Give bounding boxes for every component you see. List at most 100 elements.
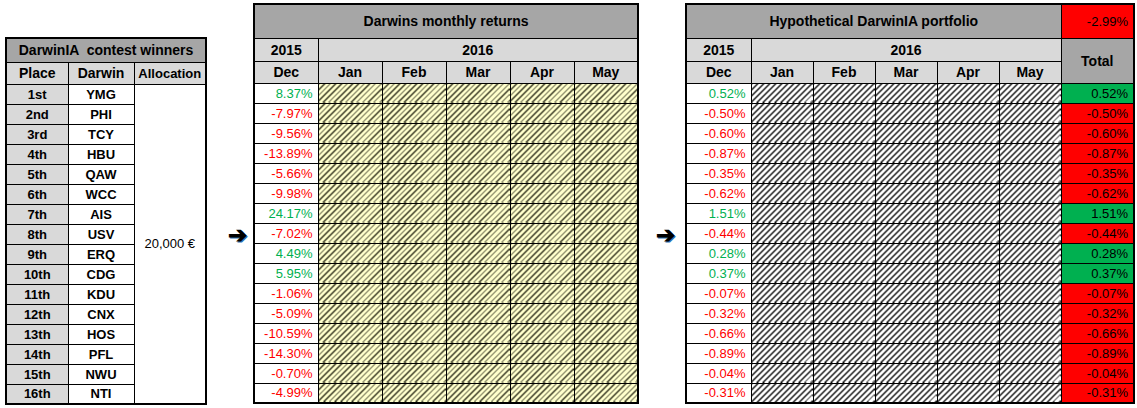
future-month-cell — [510, 303, 574, 323]
darwin-cell: ERQ — [68, 244, 134, 264]
future-month-cell — [751, 303, 813, 323]
future-month-cell — [510, 363, 574, 383]
future-month-cell — [875, 203, 937, 223]
dec-return-cell: 5.95% — [254, 263, 318, 283]
dec-portfolio-cell: -0.50% — [686, 103, 751, 123]
future-month-cell — [510, 83, 574, 103]
portfolio-row: 0.28%0.28% — [686, 243, 1134, 263]
future-month-cell — [510, 103, 574, 123]
winners-table: DarwinIA contest winners Place Darwin Al… — [5, 37, 207, 405]
dec-return-cell: -14.30% — [254, 343, 318, 363]
returns-row: -9.98% — [254, 183, 638, 203]
future-month-cell — [382, 183, 446, 203]
dec-return-cell: -9.56% — [254, 123, 318, 143]
dec-portfolio-cell: 0.28% — [686, 243, 751, 263]
future-month-cell — [751, 103, 813, 123]
future-month-cell — [510, 383, 574, 403]
future-month-cell — [382, 243, 446, 263]
returns-row: -5.66% — [254, 163, 638, 183]
year-2016-header: 2016 — [751, 38, 1061, 61]
future-month-cell — [999, 343, 1061, 363]
future-month-cell — [574, 183, 638, 203]
darwin-cell: CNX — [68, 304, 134, 324]
future-month-cell — [318, 123, 382, 143]
darwin-cell: PFL — [68, 344, 134, 364]
month-header-jan: Jan — [318, 61, 382, 83]
future-month-cell — [813, 83, 875, 103]
future-month-cell — [813, 323, 875, 343]
future-month-cell — [875, 243, 937, 263]
returns-row: -13.89% — [254, 143, 638, 163]
dec-portfolio-cell: -0.89% — [686, 343, 751, 363]
future-month-cell — [318, 263, 382, 283]
place-cell: 5th — [6, 164, 68, 184]
future-month-cell — [510, 163, 574, 183]
returns-row: -0.70% — [254, 363, 638, 383]
future-month-cell — [318, 343, 382, 363]
future-month-cell — [875, 343, 937, 363]
future-month-cell — [574, 343, 638, 363]
future-month-cell — [999, 323, 1061, 343]
future-month-cell — [875, 283, 937, 303]
portfolio-total-return-cell: -2.99% — [1061, 4, 1134, 38]
future-month-cell — [382, 203, 446, 223]
dec-return-cell: 24.17% — [254, 203, 318, 223]
allocation-cell: 20,000 € — [134, 84, 206, 404]
dec-portfolio-cell: -0.87% — [686, 143, 751, 163]
month-header-may: May — [999, 61, 1061, 83]
portfolio-row: -0.60%-0.60% — [686, 123, 1134, 143]
portfolio-title-row: Hypothetical DarwinIA portfolio -2.99% — [686, 4, 1134, 38]
returns-row: 8.37% — [254, 83, 638, 103]
future-month-cell — [999, 123, 1061, 143]
future-month-cell — [813, 183, 875, 203]
portfolio-row: 0.37% 0.37% — [686, 263, 1134, 283]
total-cell: -0.44% — [1061, 223, 1134, 243]
darwin-cell: TCY — [68, 124, 134, 144]
future-month-cell — [574, 223, 638, 243]
total-cell: -0.60% — [1061, 123, 1134, 143]
total-cell: -0.31% — [1061, 383, 1134, 403]
future-month-cell — [446, 323, 510, 343]
future-month-cell — [382, 123, 446, 143]
dec-portfolio-cell: -0.31% — [686, 383, 751, 403]
future-month-cell — [510, 243, 574, 263]
dec-portfolio-cell: 1.51% — [686, 203, 751, 223]
future-month-cell — [751, 203, 813, 223]
future-month-cell — [382, 163, 446, 183]
future-month-cell — [382, 263, 446, 283]
portfolio-year-row: 2015 2016 Total — [686, 38, 1134, 61]
future-month-cell — [999, 263, 1061, 283]
portfolio-row: -0.89%-0.89% — [686, 343, 1134, 363]
dec-portfolio-cell: -0.35% — [686, 163, 751, 183]
future-month-cell — [446, 83, 510, 103]
future-month-cell — [318, 363, 382, 383]
future-month-cell — [751, 383, 813, 403]
dec-portfolio-cell: 0.37% — [686, 263, 751, 283]
future-month-cell — [574, 143, 638, 163]
darwin-cell: WCC — [68, 184, 134, 204]
total-cell: 0.52% — [1061, 83, 1134, 103]
future-month-cell — [318, 223, 382, 243]
future-month-cell — [937, 223, 999, 243]
future-month-cell — [382, 383, 446, 403]
winners-title-row: DarwinIA contest winners — [6, 38, 206, 62]
future-month-cell — [937, 343, 999, 363]
future-month-cell — [751, 183, 813, 203]
winners-title: DarwinIA contest winners — [6, 38, 206, 62]
future-month-cell — [937, 243, 999, 263]
portfolio-row: 0.52%0.52% — [686, 83, 1134, 103]
future-month-cell — [937, 183, 999, 203]
total-cell: -0.62% — [1061, 183, 1134, 203]
future-month-cell — [446, 243, 510, 263]
future-month-cell — [751, 263, 813, 283]
future-month-cell — [937, 143, 999, 163]
total-cell: 0.37% — [1061, 263, 1134, 283]
future-month-cell — [751, 343, 813, 363]
dec-return-cell: -13.89% — [254, 143, 318, 163]
future-month-cell — [446, 203, 510, 223]
returns-row: -4.99% — [254, 383, 638, 403]
future-month-cell — [813, 303, 875, 323]
returns-year-row: 2015 2016 — [254, 38, 638, 61]
future-month-cell — [510, 183, 574, 203]
winners-header-row: Place Darwin Allocation — [6, 62, 206, 84]
